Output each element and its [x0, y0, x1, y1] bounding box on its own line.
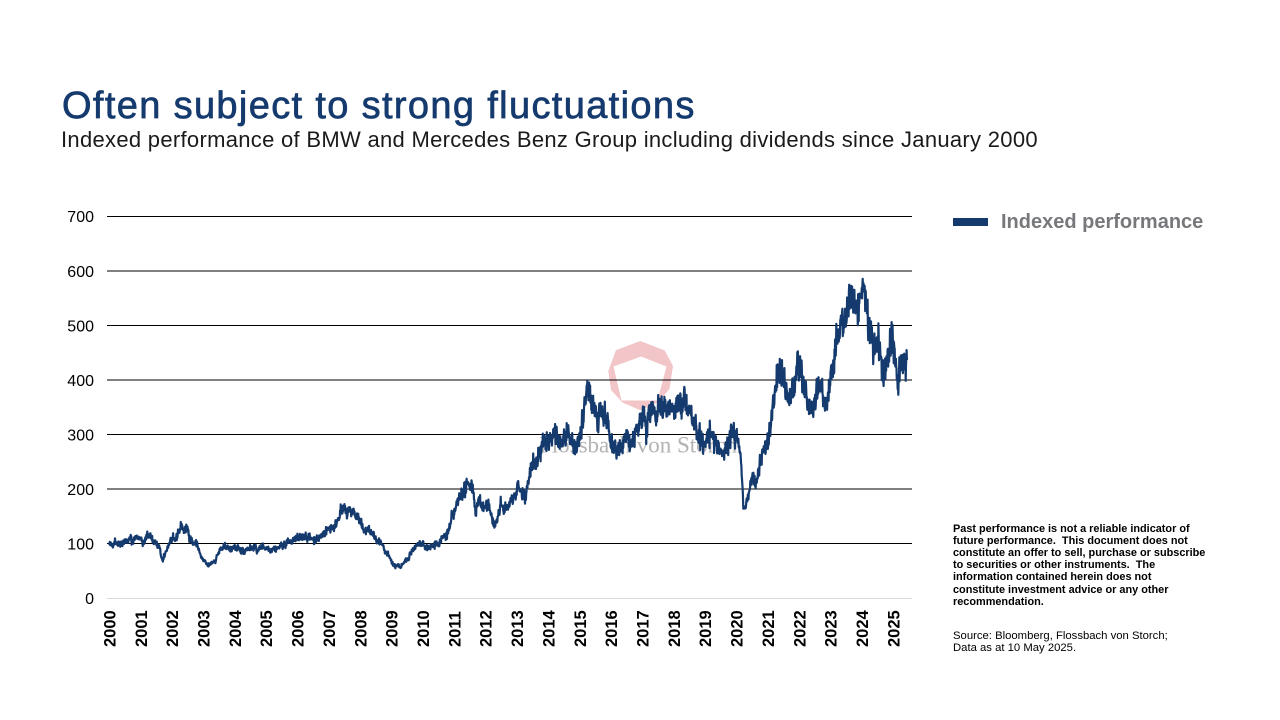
- svg-text:700: 700: [67, 209, 94, 226]
- svg-text:2011: 2011: [446, 611, 464, 647]
- svg-text:2017: 2017: [635, 610, 653, 647]
- svg-text:2010: 2010: [415, 610, 433, 647]
- svg-text:2015: 2015: [572, 610, 590, 647]
- svg-text:2007: 2007: [321, 610, 339, 647]
- svg-text:500: 500: [67, 318, 94, 335]
- svg-text:2016: 2016: [603, 610, 621, 647]
- svg-text:2022: 2022: [791, 610, 809, 647]
- svg-text:300: 300: [67, 428, 94, 445]
- svg-text:2002: 2002: [164, 610, 182, 647]
- svg-text:600: 600: [67, 264, 94, 281]
- svg-text:2024: 2024: [854, 609, 872, 647]
- svg-text:2012: 2012: [478, 610, 496, 647]
- svg-text:2023: 2023: [823, 610, 841, 647]
- svg-text:2021: 2021: [760, 610, 778, 647]
- svg-text:2014: 2014: [540, 609, 558, 647]
- svg-text:2000: 2000: [101, 610, 119, 647]
- svg-text:2001: 2001: [133, 610, 151, 647]
- svg-text:2004: 2004: [227, 609, 245, 647]
- svg-text:0: 0: [85, 591, 94, 608]
- svg-text:2005: 2005: [258, 610, 276, 647]
- svg-text:2019: 2019: [697, 610, 715, 647]
- svg-text:2025: 2025: [885, 610, 903, 647]
- svg-text:2009: 2009: [384, 610, 402, 647]
- svg-text:2018: 2018: [666, 610, 684, 647]
- svg-text:2008: 2008: [352, 610, 370, 647]
- svg-text:2003: 2003: [196, 610, 214, 647]
- svg-text:2013: 2013: [509, 610, 527, 647]
- svg-text:100: 100: [67, 537, 94, 554]
- svg-text:2020: 2020: [729, 610, 747, 647]
- svg-text:200: 200: [67, 482, 94, 499]
- svg-text:2006: 2006: [290, 610, 308, 647]
- svg-text:400: 400: [67, 373, 94, 390]
